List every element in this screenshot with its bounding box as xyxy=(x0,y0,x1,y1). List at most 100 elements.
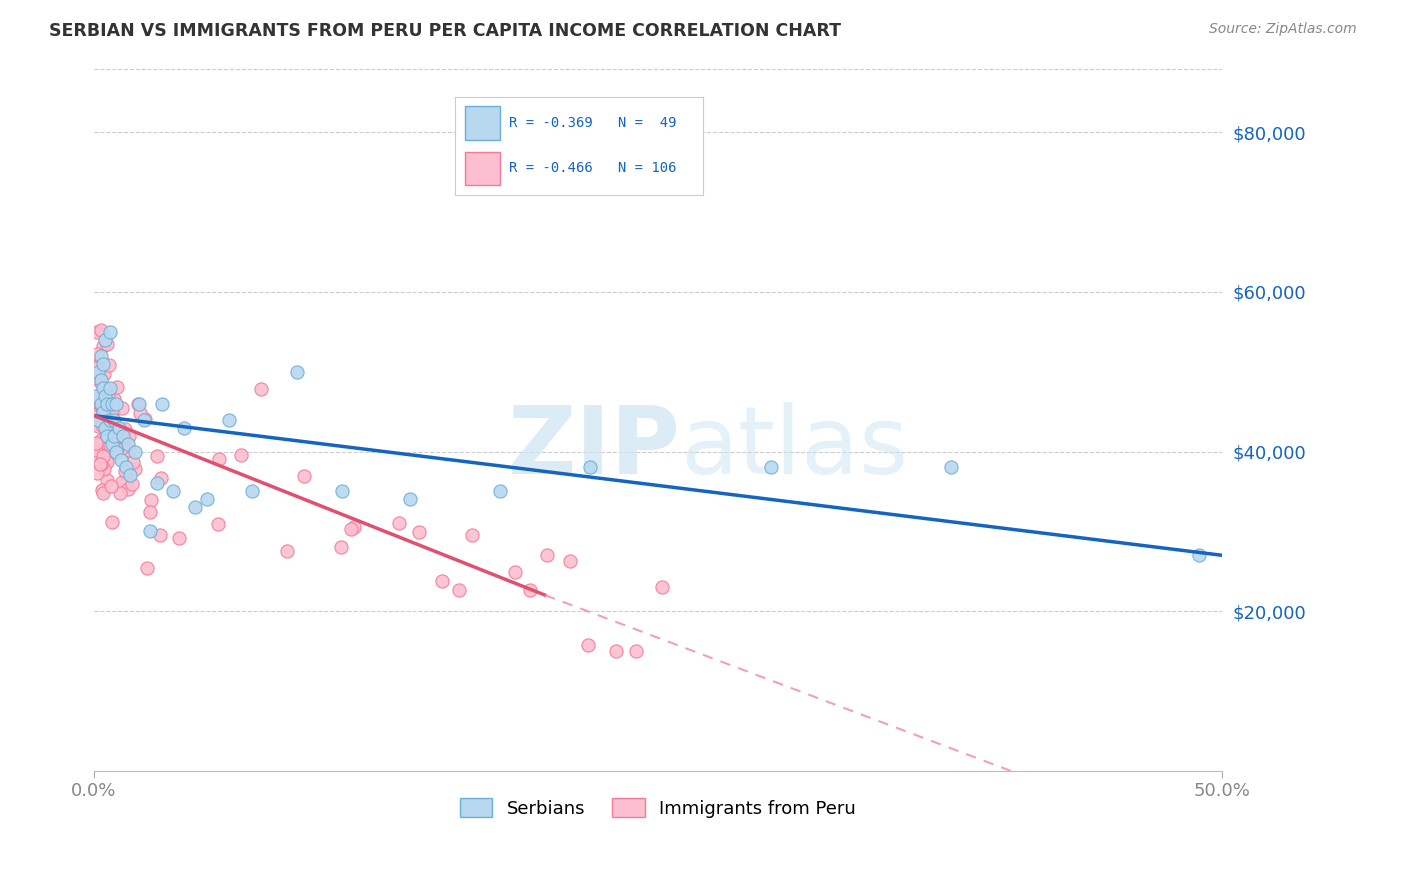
Point xyxy=(96,473,118,487)
Point xyxy=(339,522,361,536)
Point xyxy=(398,492,420,507)
Point xyxy=(558,554,581,568)
Point xyxy=(97,358,120,372)
Point xyxy=(121,477,143,491)
Point xyxy=(100,409,122,424)
Point xyxy=(117,482,139,496)
Point xyxy=(90,433,112,447)
Point xyxy=(107,420,129,434)
Point xyxy=(489,484,512,499)
Point xyxy=(96,437,118,451)
Point xyxy=(86,466,108,480)
Point xyxy=(1188,548,1211,562)
Point xyxy=(139,492,162,507)
Point xyxy=(101,397,124,411)
Point xyxy=(100,479,122,493)
Point xyxy=(167,531,190,545)
Point xyxy=(626,644,648,658)
Text: Source: ZipAtlas.com: Source: ZipAtlas.com xyxy=(1209,22,1357,37)
Point xyxy=(91,381,114,395)
Point xyxy=(86,347,108,361)
Point xyxy=(536,548,558,562)
Point xyxy=(208,452,231,467)
Point xyxy=(96,453,118,467)
Point xyxy=(519,583,541,598)
Point xyxy=(105,444,128,458)
Point xyxy=(250,382,273,396)
Point xyxy=(84,355,107,369)
Point xyxy=(651,580,673,594)
Point xyxy=(101,436,124,450)
Point xyxy=(93,461,115,475)
Point xyxy=(388,516,411,531)
Point xyxy=(231,448,253,462)
Point xyxy=(90,397,112,411)
Point xyxy=(90,457,112,471)
Point xyxy=(94,333,117,347)
Point xyxy=(128,406,150,420)
Point xyxy=(98,325,121,339)
Point xyxy=(111,401,134,416)
Text: ZIP: ZIP xyxy=(508,401,681,493)
Point xyxy=(96,428,118,442)
Point xyxy=(240,484,263,499)
Point xyxy=(112,434,135,448)
Point xyxy=(579,460,602,475)
Point xyxy=(343,520,366,534)
Point xyxy=(114,460,136,475)
Point xyxy=(218,412,240,426)
Point xyxy=(90,376,112,391)
Point xyxy=(96,418,118,433)
Point xyxy=(91,339,114,353)
Point xyxy=(98,438,121,452)
Point xyxy=(449,582,471,597)
Point xyxy=(114,463,136,477)
Point xyxy=(84,451,107,466)
Point xyxy=(96,455,118,469)
Point xyxy=(759,460,782,475)
Point xyxy=(89,457,111,471)
Point xyxy=(276,543,298,558)
Point xyxy=(98,412,121,426)
Point xyxy=(91,486,114,500)
Point xyxy=(173,420,195,434)
Point xyxy=(96,387,118,401)
Point xyxy=(84,404,107,418)
Point xyxy=(94,389,117,403)
Point xyxy=(135,561,157,575)
Point xyxy=(84,361,107,376)
Point xyxy=(90,373,112,387)
Point xyxy=(207,516,229,531)
Point xyxy=(89,369,111,384)
Point xyxy=(96,397,118,411)
Point xyxy=(93,390,115,404)
Point xyxy=(84,436,107,450)
Point xyxy=(90,400,112,414)
Point xyxy=(134,412,156,426)
Point xyxy=(111,441,134,455)
Point xyxy=(86,392,108,406)
Point xyxy=(103,412,125,426)
Point xyxy=(100,398,122,412)
Point xyxy=(110,452,132,467)
Point xyxy=(87,419,110,434)
Point xyxy=(100,403,122,417)
Point xyxy=(114,422,136,436)
Point xyxy=(91,449,114,463)
Point xyxy=(112,428,135,442)
Point xyxy=(103,392,125,406)
Point xyxy=(118,442,141,457)
Point xyxy=(127,397,149,411)
Point xyxy=(128,397,150,411)
Point xyxy=(84,370,107,384)
Point xyxy=(84,403,107,417)
Point xyxy=(146,450,169,464)
Point xyxy=(118,429,141,443)
Point xyxy=(84,407,107,421)
Point xyxy=(605,644,627,658)
Point xyxy=(118,468,141,483)
Point xyxy=(461,528,484,542)
Point xyxy=(408,524,430,539)
Point xyxy=(98,381,121,395)
Point xyxy=(90,323,112,337)
